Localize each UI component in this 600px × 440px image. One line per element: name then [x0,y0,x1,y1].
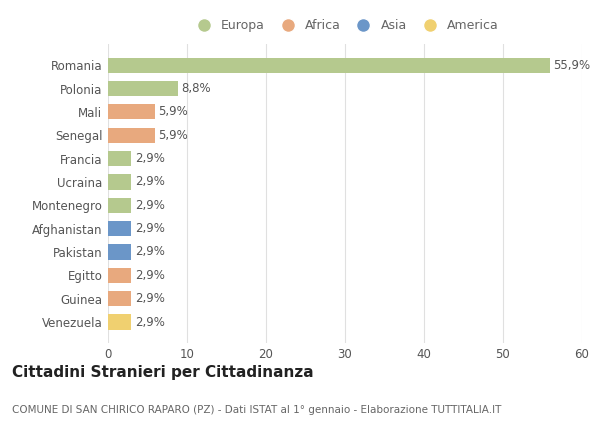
Bar [108,268,131,283]
Bar [108,244,131,260]
Text: 2,9%: 2,9% [135,176,165,188]
Text: 5,9%: 5,9% [158,106,188,118]
Text: 2,9%: 2,9% [135,292,165,305]
Text: Cittadini Stranieri per Cittadinanza: Cittadini Stranieri per Cittadinanza [12,365,314,380]
Bar [108,315,131,330]
Bar [108,104,155,120]
Text: 2,9%: 2,9% [135,199,165,212]
Legend: Europa, Africa, Asia, America: Europa, Africa, Asia, America [186,15,504,37]
Text: 2,9%: 2,9% [135,315,165,329]
Text: 2,9%: 2,9% [135,269,165,282]
Bar [108,221,131,236]
Bar [108,151,131,166]
Text: 2,9%: 2,9% [135,152,165,165]
Text: 8,8%: 8,8% [181,82,211,95]
Text: 2,9%: 2,9% [135,222,165,235]
Text: COMUNE DI SAN CHIRICO RAPARO (PZ) - Dati ISTAT al 1° gennaio - Elaborazione TUTT: COMUNE DI SAN CHIRICO RAPARO (PZ) - Dati… [12,405,502,415]
Bar [108,128,155,143]
Bar [108,58,550,73]
Bar [108,291,131,306]
Text: 2,9%: 2,9% [135,246,165,258]
Text: 55,9%: 55,9% [554,59,590,72]
Bar [108,81,178,96]
Bar [108,198,131,213]
Text: 5,9%: 5,9% [158,129,188,142]
Bar [108,174,131,190]
